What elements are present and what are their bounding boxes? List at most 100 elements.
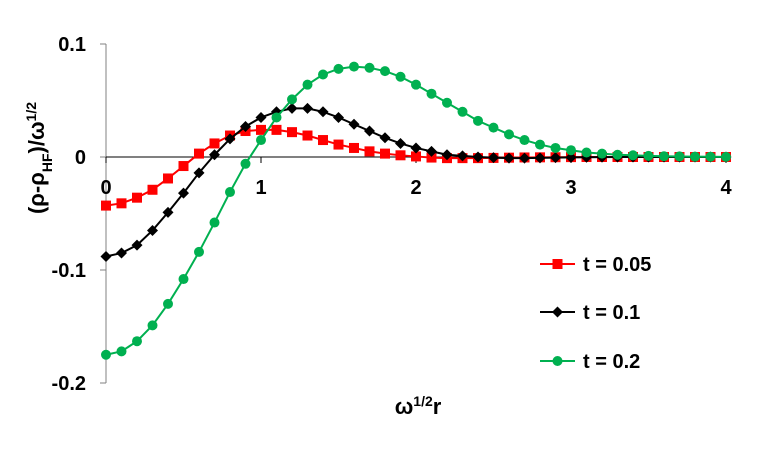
x-tick-label: 1	[255, 177, 266, 199]
data-point	[349, 142, 359, 153]
data-point	[116, 247, 127, 259]
data-point	[457, 106, 468, 117]
legend-label: t = 0.2	[583, 351, 640, 373]
data-point	[348, 118, 360, 130]
data-point	[379, 132, 391, 144]
data-point	[101, 200, 111, 211]
data-point	[287, 94, 297, 105]
data-point	[271, 124, 282, 135]
data-point	[333, 139, 344, 150]
data-point	[147, 320, 158, 331]
data-point	[162, 206, 174, 218]
data-point	[147, 224, 158, 236]
y-tick-label: -0.1	[52, 260, 86, 282]
series-2	[100, 102, 732, 262]
x-tick-label: 3	[565, 177, 576, 199]
data-point	[302, 130, 313, 141]
data-point	[286, 102, 298, 114]
data-point	[581, 147, 592, 158]
legend-label: t = 0.05	[583, 254, 651, 276]
data-point	[473, 115, 483, 126]
series-3	[101, 61, 731, 360]
data-point	[209, 149, 220, 161]
data-point	[224, 133, 236, 145]
tick-labels: 0.1 0 -0.1 -0.2 0 1 2 3 4	[52, 34, 733, 395]
data-point	[504, 129, 514, 140]
data-point	[194, 246, 204, 257]
data-point	[659, 151, 669, 162]
data-point	[457, 150, 468, 162]
data-point	[193, 167, 205, 179]
data-point	[550, 142, 561, 153]
data-point	[333, 111, 344, 123]
data-point	[349, 61, 359, 72]
data-point	[519, 135, 530, 146]
data-point	[364, 146, 375, 157]
y-tick-label: 0.1	[58, 34, 86, 56]
data-point	[240, 158, 251, 169]
data-point	[519, 152, 530, 164]
data-point	[395, 71, 406, 82]
data-point	[131, 239, 143, 251]
data-point	[395, 150, 406, 161]
x-axis-title: ω1/2r	[395, 393, 442, 419]
data-point	[271, 112, 282, 123]
data-point	[101, 349, 111, 360]
data-point	[488, 122, 499, 133]
data-point	[426, 152, 437, 163]
data-point	[550, 152, 561, 164]
legend-marker	[552, 259, 563, 269]
data-point	[643, 150, 654, 161]
data-point	[566, 145, 576, 156]
data-point	[364, 62, 375, 73]
data-point	[302, 79, 313, 90]
data-point	[225, 187, 235, 198]
data-point	[209, 138, 220, 149]
data-point	[426, 145, 437, 157]
data-point	[503, 152, 515, 164]
x-tick-label: 0	[100, 177, 111, 199]
data-point	[178, 161, 189, 172]
legend-label: t = 0.1	[583, 302, 640, 324]
data-point	[411, 151, 421, 162]
data-point	[163, 173, 173, 184]
data-point	[333, 63, 344, 74]
legend: t = 0.05 t = 0.1 t = 0.2	[540, 254, 651, 373]
data-point	[100, 250, 112, 262]
data-point	[597, 148, 607, 159]
x-tick-label: 2	[410, 177, 421, 199]
data-point	[628, 150, 638, 161]
data-point	[163, 298, 173, 309]
legend-item: t = 0.1	[540, 302, 640, 324]
data-point	[318, 135, 328, 146]
data-point	[287, 127, 297, 138]
legend-marker	[552, 306, 563, 318]
data-point	[395, 137, 406, 149]
data-point	[364, 125, 375, 137]
data-point	[240, 120, 251, 132]
legend-item: t = 0.05	[540, 254, 651, 276]
legend-item: t = 0.2	[540, 351, 640, 373]
legend-marker	[552, 356, 563, 366]
data-point	[178, 187, 189, 199]
data-point	[488, 152, 499, 164]
data-point	[256, 124, 266, 135]
x-tick-label: 4	[720, 177, 732, 199]
data-point	[116, 346, 127, 357]
data-point	[721, 151, 731, 162]
data-point	[178, 274, 189, 285]
data-point	[535, 139, 545, 150]
data-point	[705, 151, 716, 162]
data-point	[441, 149, 453, 161]
data-point	[255, 111, 267, 123]
data-point	[612, 149, 623, 160]
y-tick-label: -0.2	[52, 373, 86, 395]
data-point	[674, 151, 685, 162]
data-point	[147, 184, 158, 195]
data-point	[410, 142, 422, 154]
data-point	[380, 148, 390, 159]
data-point	[411, 79, 421, 90]
y-axis-title: (ρ-ρHF)/ω1/2	[23, 102, 55, 214]
data-point	[426, 88, 437, 99]
